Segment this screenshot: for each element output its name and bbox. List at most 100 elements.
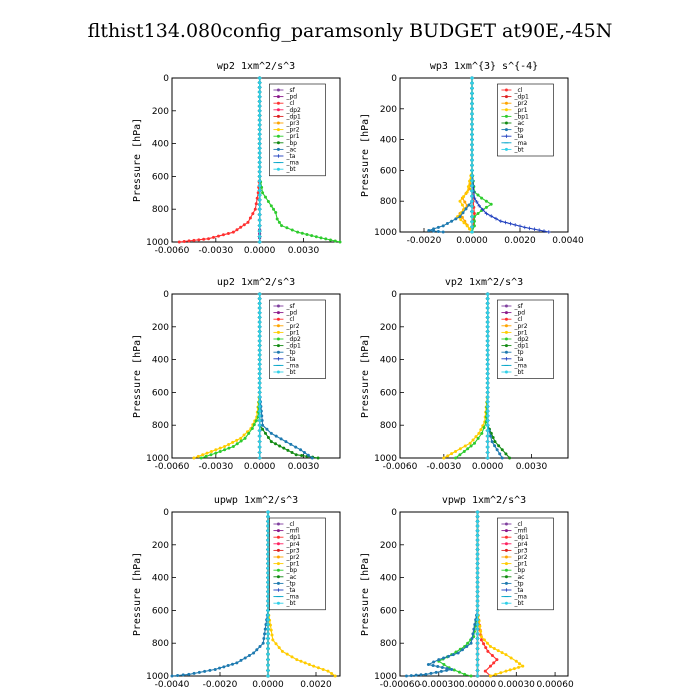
panel-4-point_bt-4-0 xyxy=(486,423,490,427)
panel-6-point_dp1-7-0 xyxy=(488,664,492,668)
panel-1-legend-label_ta: _ta xyxy=(285,153,295,160)
panel-1-point_cl-8-3 xyxy=(192,238,196,242)
panel-6-ylabel: Pressure [hPa] xyxy=(360,552,371,636)
panel-2-legend-marker_cl xyxy=(504,88,508,92)
panel-4-point_bt-1-0 xyxy=(486,325,490,329)
panel-4-title: vp2 1xm^2/s^3 xyxy=(445,277,523,288)
panel-1-point_pr1-9-0 xyxy=(296,230,300,234)
panel-5-legend-label_dp1: _dp1 xyxy=(285,534,301,541)
panel-4-point_bt-2-5 xyxy=(486,381,490,385)
panel-1-legend-label_pr2: _pr2 xyxy=(285,127,299,134)
panel-3-point_pr1-6-3 xyxy=(227,442,231,446)
panel-2-point_bt-0-4 xyxy=(470,97,474,101)
panel-6-point_tp-9-2 xyxy=(414,673,418,677)
panel-6-point_bt-4-2 xyxy=(476,652,480,656)
panel-3: up2 1xm^2/s^3 Pressure [hPa] 0 200 400 600 800… xyxy=(132,277,341,472)
panel-4-point_dp2-7-0 xyxy=(462,449,466,453)
panel-2-point_bp1-8-0 xyxy=(472,215,476,219)
panel-3-point_dp2-end xyxy=(199,456,203,460)
panel-5-point_pr1-3-5 xyxy=(270,633,274,637)
panel-1-legend-label_bp: _bp xyxy=(285,140,297,147)
panel-6-point_bt-4-1 xyxy=(476,647,480,651)
panel-1-point_pr1-8-1 xyxy=(285,226,289,230)
panel-5-point_bt-3-3 xyxy=(266,622,270,626)
panel-2-point_pr1-5-0 xyxy=(458,199,462,203)
panel-1-point_cl-5-0 xyxy=(253,207,257,211)
panel-1-legend-label_dp2: _dp2 xyxy=(285,107,301,114)
panel-6-point_dp1-4-2 xyxy=(484,646,488,650)
panel-2-legend-label_ta: _ta xyxy=(513,133,523,140)
panel-6-ytick-label-5: 1000 xyxy=(374,672,397,682)
panel-5-point_tp-8-2 xyxy=(176,673,180,677)
panel-6-point_bt-3-1 xyxy=(476,613,480,617)
panel-5-xtick-label-1: -0.0020 xyxy=(203,680,238,690)
panel-1-point_pr1-6-0 xyxy=(274,210,278,214)
panel-6-legend-marker_tp xyxy=(504,581,508,585)
panel-2-legend-label_pr1: _pr1 xyxy=(513,107,527,114)
panel-1-point_pr1-9-4 xyxy=(314,235,318,239)
panel-6-point_pr1-7-1 xyxy=(518,662,522,666)
panel-1-point_bt-1-1 xyxy=(258,113,262,117)
panel-4-point_dp2-7-1 xyxy=(458,453,462,457)
panel-5-point_bt-end xyxy=(266,674,270,678)
panel-3-point_pr1-7-2 xyxy=(214,448,218,452)
panel-6-xtick-label-1: -0.00030 xyxy=(419,680,460,690)
panel-4-point_dp1-5-0 xyxy=(493,440,497,444)
panel-6-legend-label_bp: _bp xyxy=(513,567,525,574)
panel-2-point_bt-0-1 xyxy=(470,81,474,85)
panel-5-point_tp-7-2 xyxy=(203,669,207,673)
panel-2-point_bp1-7-1 xyxy=(476,212,480,216)
panel-4-point_dp2-6-1 xyxy=(469,444,473,448)
panel-2-point_bt-2-3 xyxy=(470,153,474,157)
panel-2-point_pr1-5-1 xyxy=(460,203,464,207)
panel-2-xtick-label-0: -0.0020 xyxy=(407,236,442,246)
panel-2-point_pr1-7-2 xyxy=(462,221,466,225)
panel-1-point_pr1-8-2 xyxy=(290,228,294,232)
panel-2-legend-label_pr2: _pr2 xyxy=(513,100,527,107)
panel-1-title: wp2 1xm^2/s^3 xyxy=(217,61,295,72)
panel-4-legend-marker_tp xyxy=(504,350,508,354)
panel-6-point_pr1-9-2 xyxy=(494,672,498,676)
panel-3-point_tp-5-2 xyxy=(279,437,283,441)
panel-6-legend-marker_bp xyxy=(504,568,508,572)
panel-6-point_dp1-5-1 xyxy=(490,654,494,657)
panel-6-point_bt-0-4 xyxy=(476,529,480,533)
panel-6-legend-label_cl: _cl xyxy=(513,521,522,528)
panel-5-point_tp-6-2 xyxy=(226,664,230,668)
panel-1-point_cl-8-2 xyxy=(197,238,201,242)
panel-1-point_pr1-5-0 xyxy=(269,204,273,208)
panel-2-point_ta-9-2 xyxy=(532,227,537,232)
panel-2-point_pr1-7-1 xyxy=(459,218,463,222)
panel-4-ylabel: Pressure [hPa] xyxy=(360,334,371,418)
panel-3-point_dp2-4-2 xyxy=(252,423,256,427)
panel-3-legend-marker_dp1 xyxy=(276,344,280,348)
panel-1-legend-label_dp1: _dp1 xyxy=(285,113,301,120)
panel-6-point_pr1-5-2 xyxy=(496,649,500,653)
panel-6-point_pr1-8-0 xyxy=(521,664,525,668)
panel-4-legend-label_dp2: _dp2 xyxy=(513,336,529,343)
panel-6-point_tp-3-3 xyxy=(473,622,477,626)
panel-4-point_tp-5-2 xyxy=(495,448,499,452)
panel-6-point_tp-7-1 xyxy=(431,664,435,668)
panel-3-point_tp-6-1 xyxy=(289,442,293,446)
panel-2-legend-label_ac: _ac xyxy=(513,120,524,127)
panel-4-legend-marker_bt xyxy=(504,370,508,374)
panel-3-point_dp2-5-1 xyxy=(247,431,251,435)
panel-1-point_bt-2-0 xyxy=(258,142,262,146)
panel-2-point_tp-7-0 xyxy=(427,228,431,232)
panel-2-title: wp3 1xm^{3} s^{-4} xyxy=(430,61,538,72)
panel-3-point_tp-7-1 xyxy=(302,451,306,455)
panel-4-point_bt-4-1 xyxy=(486,429,490,433)
panel-3-point_dp2-8-1 xyxy=(209,453,213,457)
panel-5-legend-marker_tp xyxy=(276,581,280,585)
panel-3-point_bt-3-4 xyxy=(258,409,262,413)
panel-1-legend-marker_sf xyxy=(276,88,280,92)
panel-5-point_bt-2-2 xyxy=(266,585,270,589)
panel-4-legend-marker_pd xyxy=(504,311,508,315)
panel-6-point_bt-2-3 xyxy=(476,590,480,594)
panel-6-legend-label_ta: _ta xyxy=(513,587,523,594)
panel-1-line_cl xyxy=(179,78,261,243)
panel-5-point_tp-4-0 xyxy=(261,641,265,645)
panel-5-legend-label_pr3: _pr3 xyxy=(285,547,299,554)
panel-2-point_bt-2-4 xyxy=(470,158,474,162)
